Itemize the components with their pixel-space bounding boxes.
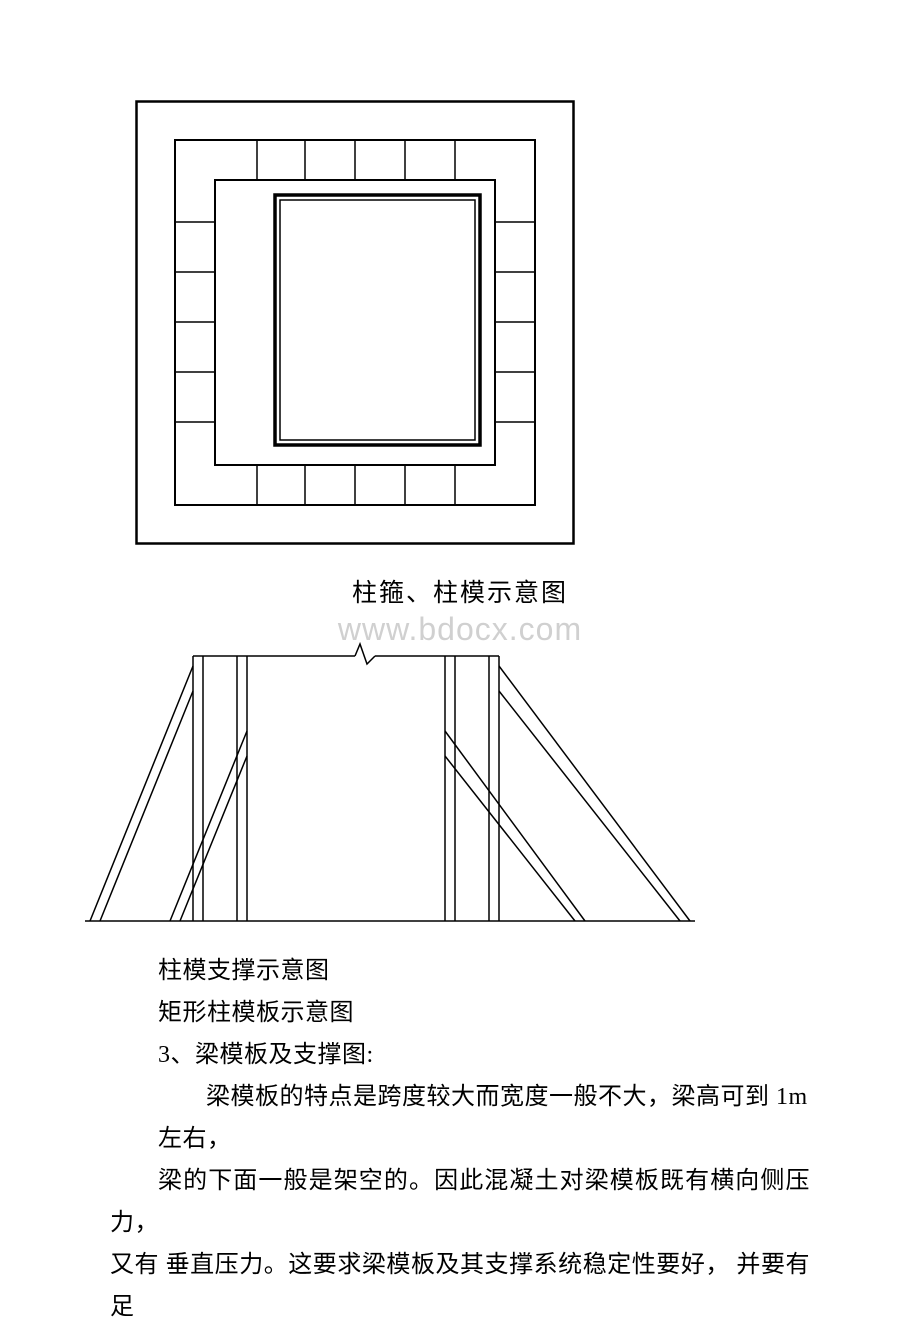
figure1-caption: 柱箍、柱模示意图 (110, 573, 810, 609)
column-support-svg (85, 636, 695, 936)
paragraph-2-line2: 又有 垂直压力。这要求梁模板及其支撑系统稳定性要好， 并要有足 (110, 1244, 810, 1328)
paragraph-1: 梁模板的特点是跨度较大而宽度一般不大，梁高可到 1m 左右， (158, 1076, 810, 1160)
figure2-subtitle: 矩形柱模板示意图 (158, 992, 810, 1034)
section-heading: 3、梁模板及支撑图: (158, 1034, 810, 1076)
paragraph-2-line1: 梁的下面一般是架空的。因此混凝土对梁模板既有横向侧压力， (110, 1160, 810, 1244)
figure2-caption: 柱模支撑示意图 (158, 950, 810, 992)
figure-column-support (85, 636, 810, 936)
p2-l1: 梁的下面一般是架空的。因此混凝土对梁模板既有横向侧压力， (110, 1168, 810, 1236)
column-hoop-svg (135, 100, 575, 545)
figure-column-hoop (135, 100, 810, 545)
